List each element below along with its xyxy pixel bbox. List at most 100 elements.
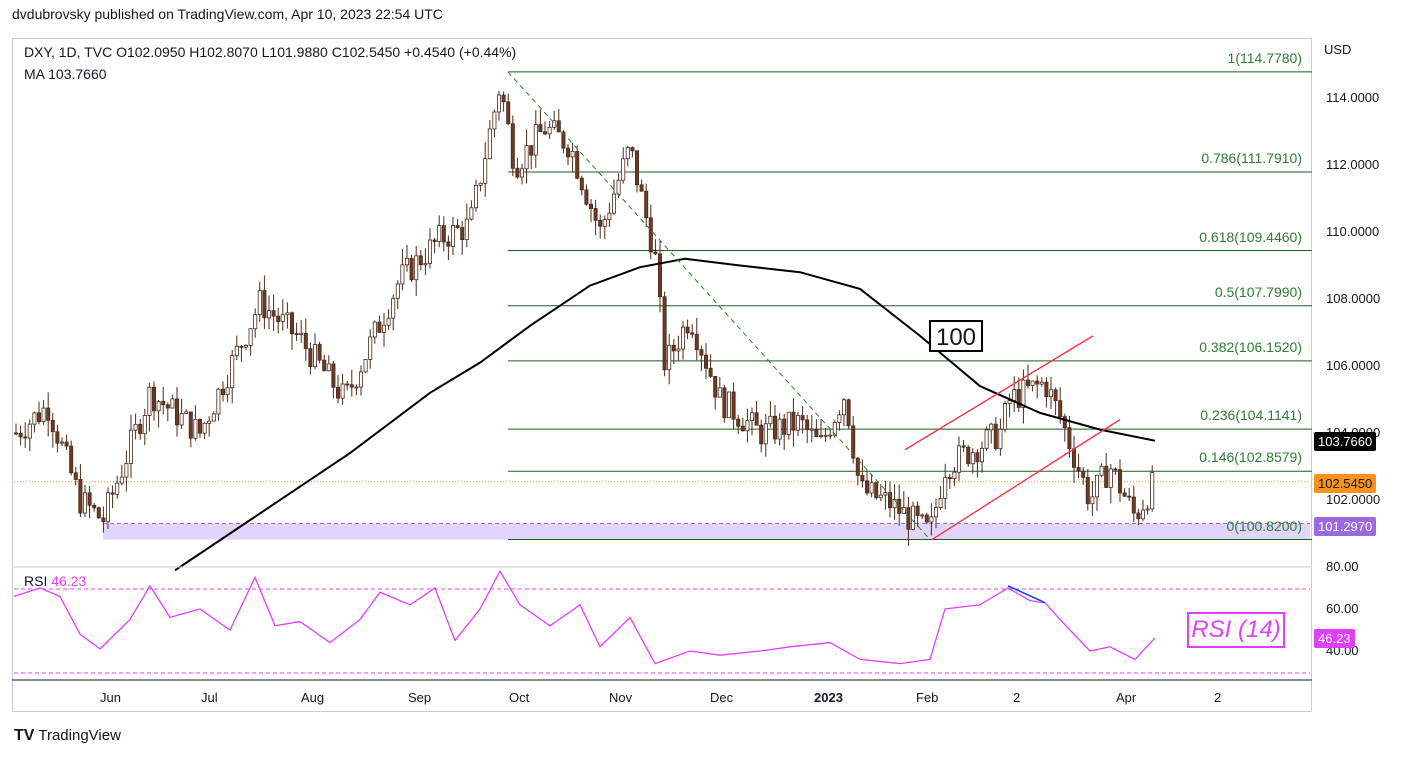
candle-body (128, 429, 133, 465)
candle-body (55, 431, 60, 444)
candle-body (952, 471, 957, 479)
channel-lower (931, 419, 1121, 541)
candle-body (901, 507, 906, 514)
candle-body (740, 425, 745, 432)
x-tick: Sep (408, 690, 432, 705)
rsi-tick: 60.00 (1326, 601, 1359, 616)
candle-body (1085, 476, 1090, 505)
candle-body (174, 398, 179, 426)
candle-body (501, 94, 506, 103)
candle-body (892, 498, 897, 509)
candle-body (473, 185, 478, 209)
candle-body (391, 298, 396, 319)
candle-body (552, 120, 557, 128)
candle-body (432, 239, 437, 242)
candle-body (1058, 400, 1063, 418)
candle-body (538, 124, 543, 133)
rsi-line (13, 569, 1156, 665)
candle-body (750, 412, 755, 421)
candle-body (777, 418, 782, 440)
candle-body (354, 386, 359, 389)
x-tick: Aug (301, 690, 325, 705)
candle-body (179, 412, 184, 426)
candle-body (961, 445, 966, 448)
candle-body (64, 441, 69, 447)
candle-body (483, 158, 488, 184)
fib-lines-group (508, 71, 1312, 541)
candle-body (888, 492, 893, 509)
rsi-annotation: RSI (14) (1187, 612, 1285, 648)
candle-body (828, 434, 833, 437)
candle-body (662, 296, 667, 371)
rsi-label: RSI (24, 573, 48, 589)
candle-body (694, 333, 699, 351)
candle-body (685, 326, 690, 334)
close-price-tag: 102.5450 (1314, 474, 1377, 493)
candle-body (635, 150, 640, 186)
candle-body (639, 184, 644, 192)
fib-label: 0(100.8200) (1226, 517, 1302, 534)
candle-body (83, 492, 88, 514)
candle-body (915, 505, 920, 516)
price-tick: 108.0000 (1326, 291, 1381, 306)
candle-body (984, 429, 989, 449)
candle-body (101, 517, 106, 523)
candle-body (1136, 512, 1141, 520)
candle-body (193, 418, 198, 439)
x-tick: Jun (100, 690, 121, 705)
candle-body (409, 258, 414, 281)
fib-trendline (507, 71, 931, 540)
candle-body (598, 220, 603, 227)
fib-label: 0.5(107.7990) (1214, 283, 1302, 300)
candle-body (547, 126, 552, 135)
candle-body (106, 492, 111, 523)
candle-body (906, 507, 911, 530)
candle-body (621, 158, 626, 181)
candle-body (736, 418, 741, 427)
candle-body (73, 472, 78, 480)
candle-body (496, 94, 501, 113)
candle-body (943, 477, 948, 499)
fib-label: 0.236(104.1141) (1200, 407, 1302, 424)
candle-body (658, 253, 663, 298)
tradingview-logo[interactable]: TV TradingView (14, 727, 121, 745)
candle-body (1012, 389, 1017, 401)
candle-body (561, 131, 566, 149)
candle-body (197, 418, 202, 434)
candle-body (690, 332, 695, 335)
candle-body (165, 404, 170, 409)
candle-body (110, 492, 115, 495)
candle-body (345, 383, 350, 386)
candle-body (147, 386, 152, 416)
x-tick: Dec (710, 690, 734, 705)
candle-body (616, 179, 621, 195)
candle-body (920, 514, 925, 517)
ma-100-line (174, 257, 1156, 572)
candle-body (358, 371, 363, 388)
candle-body (455, 225, 460, 228)
moving-average-group (174, 257, 1156, 572)
candle-body (1039, 381, 1044, 385)
candle-body (589, 203, 594, 209)
price-tick: 110.0000 (1326, 224, 1380, 239)
fib-label: 0.382(106.1520) (1199, 338, 1302, 355)
candle-body (207, 420, 212, 424)
candle-body (515, 167, 520, 178)
candle-body (239, 345, 244, 348)
candle-body (202, 422, 207, 434)
candle-body (625, 147, 630, 160)
candle-body (230, 355, 235, 389)
candle-body (980, 447, 985, 463)
candle-body (966, 446, 971, 465)
candle-body (897, 498, 902, 514)
price-tick: 112.0000 (1326, 157, 1380, 172)
candle-body (602, 219, 607, 227)
candle-body (708, 367, 713, 377)
candle-body (865, 480, 870, 494)
candle-body (216, 388, 221, 415)
candle-body (46, 407, 51, 421)
candle-body (575, 151, 580, 179)
candle-body (1122, 492, 1127, 497)
candle-body (386, 317, 391, 326)
candle-body (271, 310, 276, 317)
